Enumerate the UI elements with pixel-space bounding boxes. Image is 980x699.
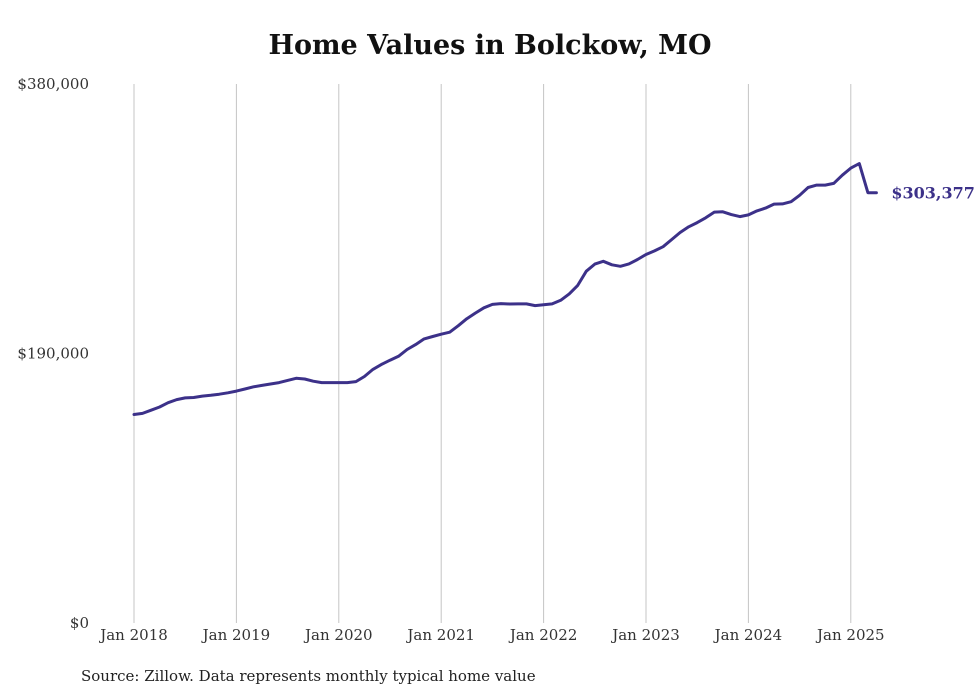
x-tick-label: Jan 2021 xyxy=(405,626,475,644)
y-tick-label: $190,000 xyxy=(17,345,89,363)
x-tick-label: Jan 2020 xyxy=(303,626,373,644)
y-tick-label: $0 xyxy=(70,614,89,632)
series-line xyxy=(132,162,878,416)
x-tick-label: Jan 2024 xyxy=(713,626,783,644)
end-value-label: $303,377 xyxy=(891,184,975,203)
x-tick-label: Jan 2022 xyxy=(508,626,578,644)
y-tick-label: $380,000 xyxy=(17,75,89,93)
x-tick-label: Jan 2025 xyxy=(815,626,885,644)
source-note: Source: Zillow. Data represents monthly … xyxy=(81,667,536,685)
x-tick-label: Jan 2023 xyxy=(610,626,680,644)
chart-title: Home Values in Bolckow, MO xyxy=(268,30,712,61)
x-tick-label: Jan 2019 xyxy=(201,626,271,644)
x-tick-label: Jan 2018 xyxy=(98,626,168,644)
